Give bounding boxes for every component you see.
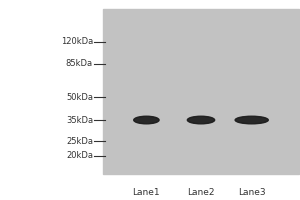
Text: 35kDa: 35kDa: [66, 116, 93, 125]
Text: Lane1: Lane1: [133, 188, 160, 197]
Ellipse shape: [134, 116, 159, 124]
Ellipse shape: [235, 116, 268, 124]
Text: 20kDa: 20kDa: [66, 151, 93, 160]
Text: Lane3: Lane3: [238, 188, 266, 197]
Text: 25kDa: 25kDa: [66, 137, 93, 146]
Text: 50kDa: 50kDa: [66, 93, 93, 102]
Ellipse shape: [187, 116, 215, 124]
Text: Lane2: Lane2: [187, 188, 215, 197]
Bar: [103, 9, 298, 174]
Text: 85kDa: 85kDa: [66, 59, 93, 68]
Text: 120kDa: 120kDa: [61, 37, 93, 46]
